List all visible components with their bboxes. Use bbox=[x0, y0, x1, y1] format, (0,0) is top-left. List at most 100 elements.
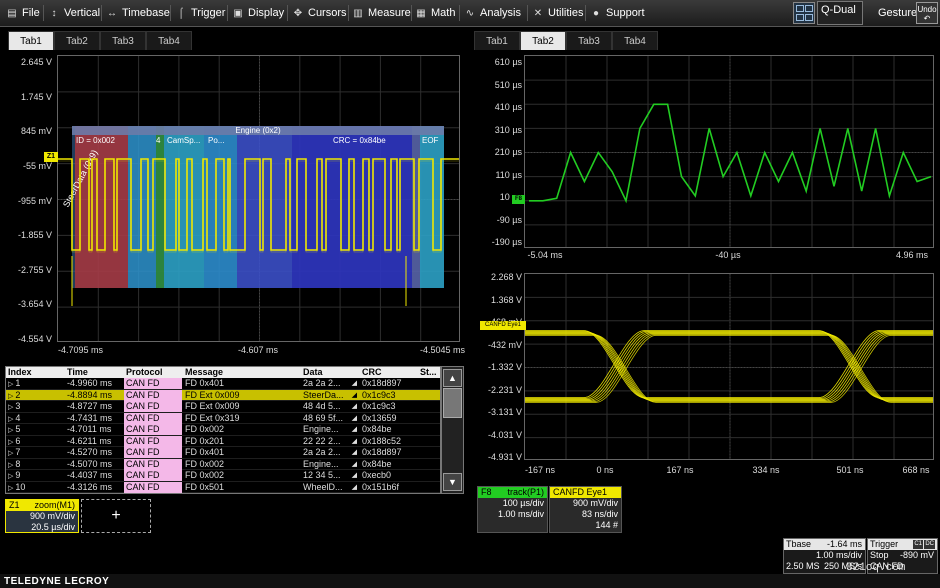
right-tab-3[interactable]: Tab3 bbox=[566, 31, 612, 50]
table-row[interactable]: ▷ 8 -4.5070 ms CAN FD FD 0x002 Engine... ◢ 0x8… bbox=[6, 458, 440, 470]
menu-cursors[interactable]: ✥ Cursors bbox=[292, 0, 347, 26]
expand-data-icon[interactable]: ◢ bbox=[351, 403, 357, 410]
expand-row-icon[interactable]: ▷ bbox=[8, 404, 16, 411]
left-tab-4[interactable]: Tab4 bbox=[146, 31, 192, 50]
eye-descriptor[interactable]: CANFD Eye1 900 mV/div 83 ns/div 144 # bbox=[549, 486, 622, 533]
table-row[interactable]: ▷ 6 -4.6211 ms CAN FD FD 0x201 22 22 2... ◢ 0x… bbox=[6, 435, 440, 447]
undo-button[interactable]: Undo ↶ bbox=[916, 2, 938, 24]
vertical-icon: ↕ bbox=[51, 8, 57, 19]
right-tab-4[interactable]: Tab4 bbox=[612, 31, 658, 50]
trigger-mode: Stop bbox=[870, 550, 889, 560]
expand-data-icon[interactable]: ◢ bbox=[351, 391, 357, 399]
header-crc[interactable]: CRC bbox=[362, 367, 382, 377]
header-data[interactable]: Data bbox=[303, 367, 323, 377]
left-tab-1[interactable]: Tab1 bbox=[8, 31, 54, 50]
menu-math[interactable]: ▦ Math bbox=[415, 0, 455, 26]
tbase-label: Tbase bbox=[786, 539, 812, 549]
expand-data-icon[interactable]: ◢ bbox=[351, 437, 357, 445]
timebase-descriptor[interactable]: Tbase -1.64 ms 1.00 ms/div 2.50 MS 250 M… bbox=[783, 538, 866, 574]
table-scrollbar[interactable]: ▲ ▼ bbox=[441, 366, 464, 494]
decode-segment bbox=[75, 126, 128, 288]
left-tab-2[interactable]: Tab2 bbox=[54, 31, 100, 50]
table-cell-data: Engine... ◢ bbox=[303, 458, 357, 469]
left-tab-3[interactable]: Tab3 bbox=[100, 31, 146, 50]
table-cell-protocol: CAN FD bbox=[124, 401, 182, 412]
menu-display[interactable]: ▣ Display bbox=[232, 0, 284, 26]
track-y-tick-label: 10 µs bbox=[499, 192, 522, 202]
track-grid[interactable] bbox=[524, 55, 934, 248]
menu-utilities[interactable]: ✕ Utilities bbox=[532, 0, 584, 26]
table-cell-message: FD Ext 0x009 bbox=[185, 389, 240, 400]
eye-trace-marker[interactable]: CANFD Eye1 bbox=[480, 321, 526, 330]
expand-row-icon[interactable]: ▷ bbox=[8, 438, 16, 446]
scroll-down-button[interactable]: ▼ bbox=[443, 473, 462, 491]
eye-trace bbox=[525, 335, 933, 403]
table-row[interactable]: ▷ 4 -4.7431 ms CAN FD FD Ext 0x319 48 69 5f.… bbox=[6, 412, 440, 424]
f8-descriptor[interactable]: F8 track(P1) 100 µs/div 1.00 ms/div bbox=[477, 486, 548, 533]
eye-grid[interactable] bbox=[524, 273, 934, 460]
z1-descriptor[interactable]: Z1 zoom(M1) 900 mV/div 20.5 µs/div bbox=[5, 499, 79, 533]
display-mode-select[interactable]: Q-Dual bbox=[817, 1, 863, 25]
table-cell-message: FD Ext 0x009 bbox=[185, 401, 240, 411]
decode-segment bbox=[128, 126, 156, 288]
expand-row-icon[interactable]: ▷ bbox=[8, 484, 16, 492]
table-row[interactable]: ▷ 2 -4.8894 ms CAN FD FD Ext 0x009 SteerDa..… bbox=[6, 389, 440, 401]
header-status[interactable]: St... bbox=[420, 367, 437, 377]
zoom-x-tick-label: -4.607 ms bbox=[238, 345, 279, 355]
menu-support[interactable]: ● Support bbox=[590, 0, 645, 26]
expand-row-icon[interactable]: ▷ bbox=[8, 450, 16, 457]
table-cell-protocol: CAN FD bbox=[124, 435, 182, 447]
expand-row-icon[interactable]: ▷ bbox=[8, 473, 16, 480]
expand-data-icon[interactable]: ◢ bbox=[351, 460, 357, 468]
track-y-tick-label: 410 µs bbox=[494, 102, 522, 112]
table-cell-protocol: CAN FD bbox=[124, 458, 182, 470]
table-row[interactable]: ▷ 7 -4.5270 ms CAN FD FD 0x401 2a 2a 2... ◢ 0x… bbox=[6, 447, 440, 459]
trigger-descriptor[interactable]: Trigger C1 DC Stop -890 mV CAN FD bbox=[867, 538, 938, 574]
add-trace-button[interactable]: + bbox=[81, 499, 151, 533]
expand-data-icon[interactable]: ◢ bbox=[351, 483, 357, 491]
right-tab-2[interactable]: Tab2 bbox=[520, 31, 566, 50]
header-time[interactable]: Time bbox=[67, 367, 88, 377]
table-row[interactable]: ▷ 1 -4.9960 ms CAN FD FD 0x401 2a 2a 2... ◢ 0x… bbox=[6, 378, 440, 390]
gesture-label[interactable]: Gesture bbox=[878, 7, 918, 19]
expand-data-icon[interactable]: ◢ bbox=[351, 426, 357, 433]
expand-row-icon[interactable]: ▷ bbox=[8, 392, 16, 400]
header-protocol[interactable]: Protocol bbox=[126, 367, 163, 377]
header-message[interactable]: Message bbox=[185, 367, 224, 377]
right-tab-1[interactable]: Tab1 bbox=[474, 31, 520, 50]
eye-x-tick-label: 668 ns bbox=[902, 465, 930, 475]
zoom-grid[interactable]: Engine (0x2) ID = 0x002 4 CamSp... Po... CRC … bbox=[57, 55, 460, 342]
expand-row-icon[interactable]: ▷ bbox=[8, 415, 16, 423]
table-cell-time: -4.6211 ms bbox=[67, 435, 112, 446]
track-x-tick-label: 4.96 ms bbox=[895, 250, 928, 260]
table-row[interactable]: ▷ 10 -4.3126 ms CAN FD FD 0x501 WheelD... ◢ 0x… bbox=[6, 481, 440, 493]
eye-trace bbox=[525, 331, 933, 400]
table-row[interactable]: ▷ 9 -4.4037 ms CAN FD FD 0x002 12 34 5... ◢ 0x… bbox=[6, 470, 440, 482]
menu-measure[interactable]: ▥ Measure bbox=[352, 0, 411, 26]
decode-table[interactable]: Index Time Protocol Message Data CRC St.… bbox=[5, 366, 441, 494]
menu-file[interactable]: ▤ File bbox=[6, 0, 39, 26]
expand-row-icon[interactable]: ▷ bbox=[8, 381, 16, 388]
expand-row-icon[interactable]: ▷ bbox=[8, 427, 16, 434]
table-row[interactable]: ▷ 5 -4.7011 ms CAN FD FD 0x002 Engine... ◢ 0x8… bbox=[6, 424, 440, 436]
table-cell-message: FD Ext 0x319 bbox=[185, 412, 240, 423]
menu-analysis[interactable]: ∿ Analysis bbox=[464, 0, 521, 26]
menu-trigger[interactable]: ⌠ Trigger bbox=[175, 0, 225, 26]
scroll-up-button[interactable]: ▲ bbox=[443, 369, 462, 387]
z1-trace-marker[interactable]: Z1 bbox=[44, 152, 58, 162]
track-y-tick-label: -90 µs bbox=[496, 214, 522, 225]
expand-row-icon[interactable]: ▷ bbox=[8, 461, 16, 469]
expand-data-icon[interactable]: ◢ bbox=[351, 414, 357, 422]
header-index[interactable]: Index bbox=[8, 367, 32, 377]
table-row[interactable]: ▷ 3 -4.8727 ms CAN FD FD Ext 0x009 48 4d 5..… bbox=[6, 401, 440, 413]
expand-data-icon[interactable]: ◢ bbox=[351, 449, 357, 456]
menu-timebase[interactable]: ↔ Timebase bbox=[106, 0, 170, 26]
display-mode-icon[interactable] bbox=[793, 2, 815, 24]
expand-data-icon[interactable]: ◢ bbox=[351, 472, 357, 479]
menu-vertical[interactable]: ↕ Vertical bbox=[48, 0, 101, 26]
expand-data-icon[interactable]: ◢ bbox=[351, 380, 357, 387]
table-cell-index: ▷ 8 bbox=[6, 459, 64, 470]
f8-trace-marker[interactable]: F8 bbox=[512, 195, 525, 204]
scroll-thumb[interactable] bbox=[443, 388, 462, 418]
eye-tdiv: 83 ns/div bbox=[581, 509, 618, 519]
